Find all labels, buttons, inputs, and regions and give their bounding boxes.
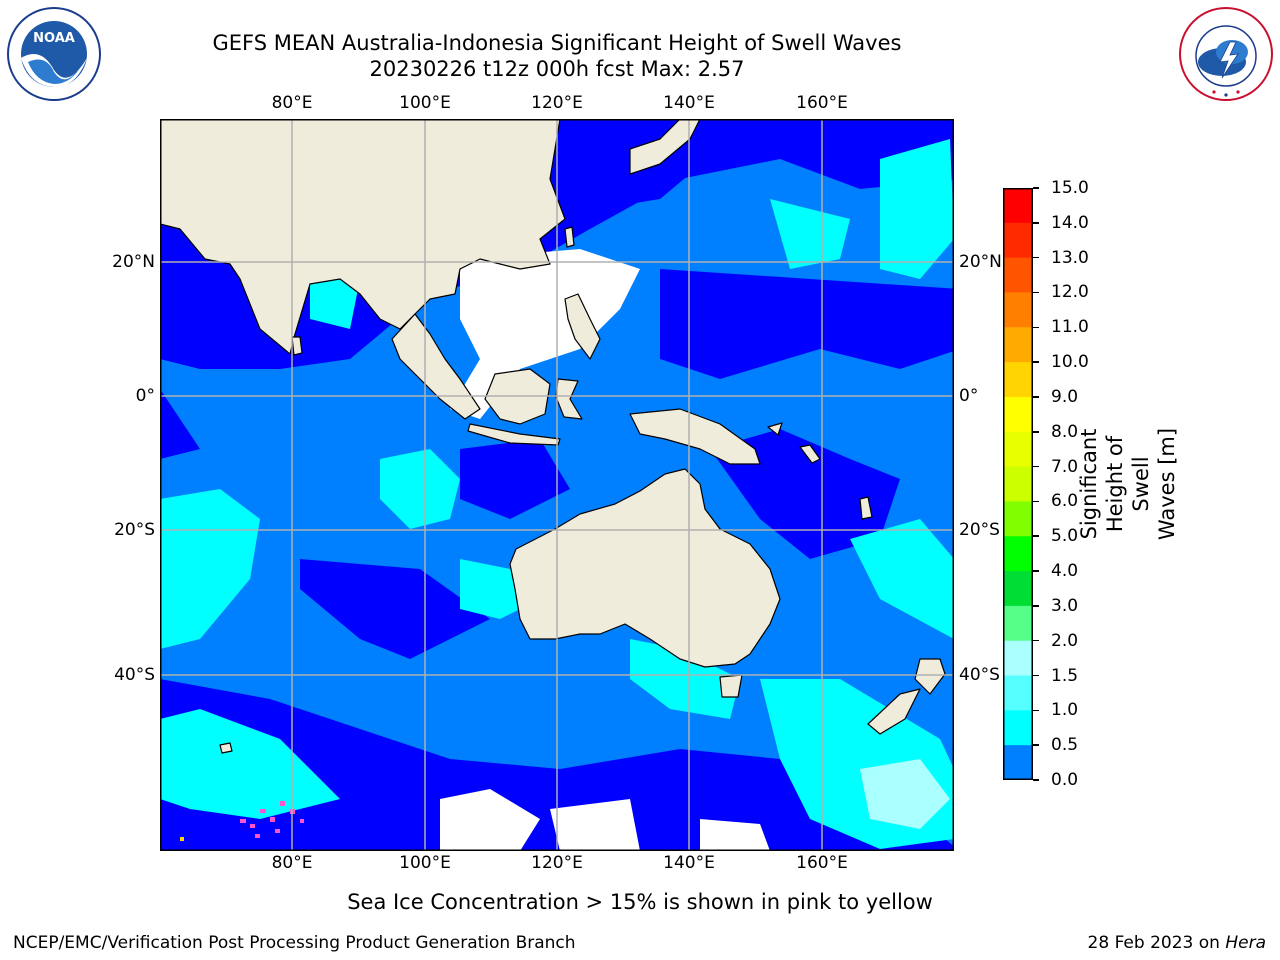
- lon-tick-bottom: 100°E: [399, 853, 451, 873]
- colorbar-title: Significant Height of Swell Waves [m]: [1076, 408, 1180, 560]
- colorbar-segment: [1003, 362, 1033, 398]
- colorbar-segment: [1003, 431, 1033, 468]
- colorbar-title-text: Significant Height of Swell Waves [m]: [1077, 427, 1179, 541]
- lat-tick-left: 40°S: [114, 665, 155, 685]
- colorbar-tick-label: 1.5: [1051, 665, 1079, 686]
- colorbar-tick-label: 6.0: [1051, 491, 1079, 512]
- colorbar-tick-mark: [1033, 222, 1039, 224]
- colorbar-tick-mark: [1033, 744, 1039, 746]
- chart-title: GEFS MEAN Australia-Indonesia Significan…: [212, 31, 902, 55]
- colorbar-tick-mark: [1033, 256, 1039, 259]
- lon-tick-top: 80°E: [271, 93, 313, 113]
- noaa-logo-text: NOAA: [33, 31, 75, 46]
- colorbar-segment: [1003, 222, 1033, 259]
- lat-tick-right: 20°N: [959, 252, 1002, 272]
- swell-peak: [860, 759, 950, 829]
- colorbar: [1003, 188, 1033, 780]
- colorbar-tick-label: 0.0: [1051, 770, 1079, 790]
- colorbar-segment: [1003, 536, 1033, 572]
- lon-tick-bottom: 140°E: [663, 853, 715, 873]
- chart-subtitle: 20230226 t12z 000h fcst Max: 2.57: [369, 57, 745, 81]
- lat-tick-right: 20°S: [959, 520, 1000, 540]
- colorbar-segment: [1003, 188, 1033, 224]
- colorbar-tick-label: 12.0: [1051, 282, 1089, 303]
- colorbar-tick-mark: [1033, 535, 1039, 537]
- colorbar-tick-mark: [1033, 361, 1039, 363]
- footer-host: Hera: [1225, 933, 1266, 953]
- colorbar-tick-mark: [1033, 709, 1039, 712]
- footer-organization: NCEP/EMC/Verification Post Processing Pr…: [13, 933, 576, 953]
- colorbar-tick-label: 1.0: [1051, 700, 1079, 721]
- colorbar-tick-mark: [1033, 570, 1039, 572]
- colorbar-segment: [1003, 675, 1033, 711]
- colorbar-tick-mark: [1033, 674, 1039, 677]
- colorbar-segment: [1003, 396, 1033, 433]
- colorbar-segment: [1003, 571, 1033, 607]
- lon-tick-top: 100°E: [399, 93, 451, 113]
- sea-ice-note: Sea Ice Concentration > 15% is shown in …: [347, 890, 933, 914]
- colorbar-segment: [1003, 292, 1033, 328]
- colorbar-tick-label: 2.0: [1051, 630, 1079, 651]
- lon-tick-bottom: 160°E: [796, 853, 848, 873]
- lon-tick-top: 120°E: [531, 93, 583, 113]
- lat-tick-left: 0°: [135, 386, 155, 406]
- lon-tick-top: 160°E: [796, 93, 848, 113]
- colorbar-tick-mark: [1033, 779, 1039, 781]
- colorbar-segment: [1003, 501, 1033, 537]
- colorbar-tick-label: 8.0: [1051, 421, 1079, 442]
- colorbar-tick-label: 11.0: [1051, 317, 1089, 338]
- footer-date-text: 28 Feb 2023 on: [1087, 933, 1226, 953]
- colorbar-segment: [1003, 466, 1033, 502]
- lon-tick-bottom: 80°E: [271, 853, 313, 873]
- wave-height-map: [160, 119, 954, 851]
- lon-tick-top: 140°E: [663, 93, 715, 113]
- footer-date: 28 Feb 2023 on Hera: [1088, 933, 1266, 953]
- lon-tick-bottom: 120°E: [531, 853, 583, 873]
- lat-tick-left: 20°S: [114, 520, 155, 540]
- land-masses: [160, 119, 946, 754]
- lat-tick-right: 40°S: [959, 665, 1000, 685]
- colorbar-tick-mark: [1033, 605, 1039, 607]
- graticule: [160, 119, 954, 851]
- lat-tick-left: 20°N: [112, 252, 155, 272]
- colorbar-segment: [1003, 745, 1033, 780]
- colorbar-tick-label: 3.0: [1051, 595, 1079, 616]
- colorbar-segment: [1003, 327, 1033, 363]
- colorbar-segment: [1003, 710, 1033, 746]
- colorbar-tick-mark: [1033, 326, 1039, 329]
- colorbar-segment: [1003, 605, 1033, 642]
- colorbar-tick-label: 15.0: [1051, 178, 1089, 198]
- swell-bands: [160, 139, 954, 849]
- colorbar-tick-label: 10.0: [1051, 352, 1089, 373]
- colorbar-segment: [1003, 640, 1033, 677]
- colorbar-tick-mark: [1033, 187, 1039, 189]
- colorbar-frame: [1003, 188, 1033, 780]
- colorbar-tick-label: 14.0: [1051, 212, 1089, 233]
- colorbar-tick-label: 9.0: [1051, 386, 1079, 407]
- noaa-logo: NOAA: [7, 7, 101, 101]
- colorbar-tick-label: 7.0: [1051, 456, 1079, 477]
- nws-logo: [1179, 7, 1273, 101]
- colorbar-tick-mark: [1033, 465, 1039, 468]
- colorbar-tick-label: 4.0: [1051, 561, 1079, 582]
- colorbar-tick-mark: [1033, 396, 1039, 398]
- colorbar-tick-mark: [1033, 639, 1039, 642]
- map-frame: [160, 119, 954, 851]
- colorbar-tick-mark: [1033, 500, 1039, 503]
- colorbar-tick-label: 0.5: [1051, 735, 1079, 756]
- colorbar-tick-label: 5.0: [1051, 526, 1079, 547]
- colorbar-tick-label: 13.0: [1051, 247, 1089, 268]
- colorbar-segment: [1003, 257, 1033, 293]
- colorbar-tick-mark: [1033, 431, 1039, 433]
- colorbar-tick-mark: [1033, 291, 1039, 294]
- lat-tick-right: 0°: [959, 386, 979, 406]
